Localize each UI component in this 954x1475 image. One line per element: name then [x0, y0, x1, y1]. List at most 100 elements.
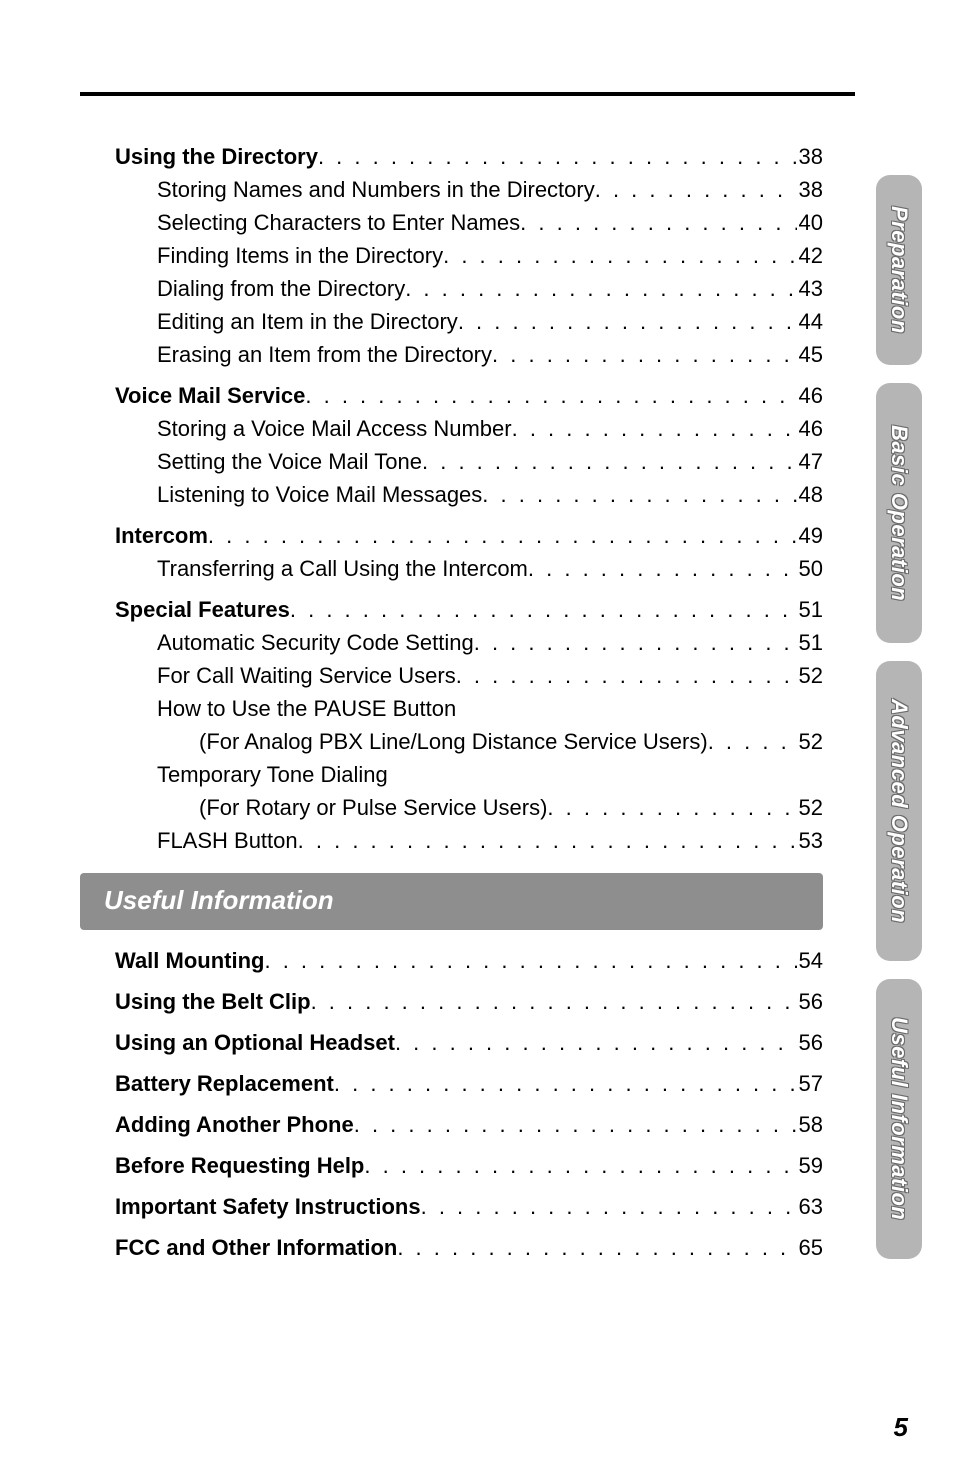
toc-page: 51	[797, 593, 823, 626]
page-number: 5	[894, 1412, 908, 1443]
toc-leader	[492, 338, 797, 371]
toc-leader	[708, 725, 797, 758]
toc-label: FLASH Button	[157, 824, 298, 857]
toc-leader	[405, 272, 796, 305]
toc-label: For Call Waiting Service Users	[157, 659, 456, 692]
section-header-useful: Useful Information	[80, 873, 823, 930]
toc-entry: Voice Mail Service 46	[115, 379, 823, 412]
toc-page: 53	[797, 824, 823, 857]
toc-page: 50	[797, 552, 823, 585]
toc-entry: Wall Mounting54	[115, 944, 823, 977]
toc-noleader-line: How to Use the PAUSE Button	[115, 692, 823, 725]
toc-label: Voice Mail Service	[115, 379, 305, 412]
toc-page: 38	[797, 140, 823, 173]
top-rule	[80, 92, 855, 96]
toc-entry: (For Analog PBX Line/Long Distance Servi…	[115, 725, 823, 758]
toc-page: 65	[797, 1231, 823, 1264]
toc-entry: Adding Another Phone 58	[115, 1108, 823, 1141]
toc-page: 43	[797, 272, 823, 305]
toc-label: Special Features	[115, 593, 290, 626]
toc-entry: Battery Replacement 57	[115, 1067, 823, 1100]
toc-entry: FLASH Button 53	[115, 824, 823, 857]
toc-label: Listening to Voice Mail Messages	[157, 478, 482, 511]
toc-entry: Using an Optional Headset 56	[115, 1026, 823, 1059]
toc-label: Transferring a Call Using the Intercom	[157, 552, 528, 585]
toc-leader	[482, 478, 796, 511]
toc-page: 52	[797, 659, 823, 692]
toc-leader	[264, 944, 796, 977]
toc-page: 44	[797, 305, 823, 338]
toc-entry: Finding Items in the Directory 42	[115, 239, 823, 272]
toc-leader	[547, 791, 796, 824]
toc-page: 56	[797, 1026, 823, 1059]
toc-label: Using an Optional Headset	[115, 1026, 395, 1059]
side-tabs: Preparation Basic Operation Advanced Ope…	[876, 175, 924, 1277]
toc-leader	[520, 206, 796, 239]
toc-label: Adding Another Phone	[115, 1108, 354, 1141]
tab-preparation: Preparation	[876, 175, 922, 365]
toc-entry: Using the Belt Clip 56	[115, 985, 823, 1018]
toc-leader	[512, 412, 797, 445]
toc-page: 46	[797, 379, 823, 412]
toc-entry: Intercom 49	[115, 519, 823, 552]
toc-label: Dialing from the Directory	[157, 272, 405, 305]
toc-page: 63	[797, 1190, 823, 1223]
toc-label: Using the Belt Clip	[115, 985, 311, 1018]
tab-basic-operation: Basic Operation	[876, 383, 922, 643]
toc-leader	[364, 1149, 796, 1182]
toc-label: (For Analog PBX Line/Long Distance Servi…	[199, 725, 708, 758]
toc-leader	[458, 305, 797, 338]
toc-page: 46	[797, 412, 823, 445]
toc-label: Finding Items in the Directory	[157, 239, 443, 272]
toc-label: Erasing an Item from the Directory	[157, 338, 492, 371]
toc-page: 58	[797, 1108, 823, 1141]
toc-entry: Storing Names and Numbers in the Directo…	[115, 173, 823, 206]
toc-entry: Dialing from the Directory 43	[115, 272, 823, 305]
toc-leader	[208, 519, 797, 552]
toc-label: Important Safety Instructions	[115, 1190, 421, 1223]
tab-useful-information: Useful Information	[876, 979, 922, 1259]
toc-entry: Setting the Voice Mail Tone 47	[115, 445, 823, 478]
toc-leader	[443, 239, 796, 272]
toc-page: 56	[797, 985, 823, 1018]
toc-entry: Before Requesting Help 59	[115, 1149, 823, 1182]
toc-entry: For Call Waiting Service Users 52	[115, 659, 823, 692]
toc-entry: Selecting Characters to Enter Names40	[115, 206, 823, 239]
toc-page: 57	[797, 1067, 823, 1100]
toc-entry: Using the Directory38	[115, 140, 823, 173]
toc-leader	[474, 626, 797, 659]
toc-label: (For Rotary or Pulse Service Users)	[199, 791, 547, 824]
toc-label: FCC and Other Information	[115, 1231, 397, 1264]
toc-label: Battery Replacement	[115, 1067, 334, 1100]
tab-advanced-operation: Advanced Operation	[876, 661, 922, 961]
toc-entry: FCC and Other Information 65	[115, 1231, 823, 1264]
toc-label: Intercom	[115, 519, 208, 552]
toc-page: 42	[797, 239, 823, 272]
toc-entry: Storing a Voice Mail Access Number 46	[115, 412, 823, 445]
toc-noleader-line: Temporary Tone Dialing	[115, 758, 823, 791]
toc-leader	[298, 824, 797, 857]
toc-leader	[422, 445, 797, 478]
toc-leader	[354, 1108, 797, 1141]
toc-page: 48	[797, 478, 823, 511]
toc-leader	[397, 1231, 796, 1264]
toc-label: Wall Mounting	[115, 944, 264, 977]
toc-entry: Important Safety Instructions 63	[115, 1190, 823, 1223]
toc-leader	[421, 1190, 797, 1223]
toc-leader	[311, 985, 797, 1018]
toc-leader	[305, 379, 796, 412]
toc-page: 52	[797, 725, 823, 758]
toc-leader	[290, 593, 797, 626]
toc-label: Storing Names and Numbers in the Directo…	[157, 173, 595, 206]
toc-leader	[528, 552, 797, 585]
toc-entry: Special Features 51	[115, 593, 823, 626]
toc-page: 49	[797, 519, 823, 552]
toc-label: Editing an Item in the Directory	[157, 305, 458, 338]
toc-entry: Listening to Voice Mail Messages 48	[115, 478, 823, 511]
toc-page: 59	[797, 1149, 823, 1182]
toc-label: Before Requesting Help	[115, 1149, 364, 1182]
toc-content: Using the Directory38Storing Names and N…	[115, 140, 823, 1264]
toc-leader	[595, 173, 797, 206]
toc-leader	[395, 1026, 797, 1059]
toc-leader	[456, 659, 797, 692]
